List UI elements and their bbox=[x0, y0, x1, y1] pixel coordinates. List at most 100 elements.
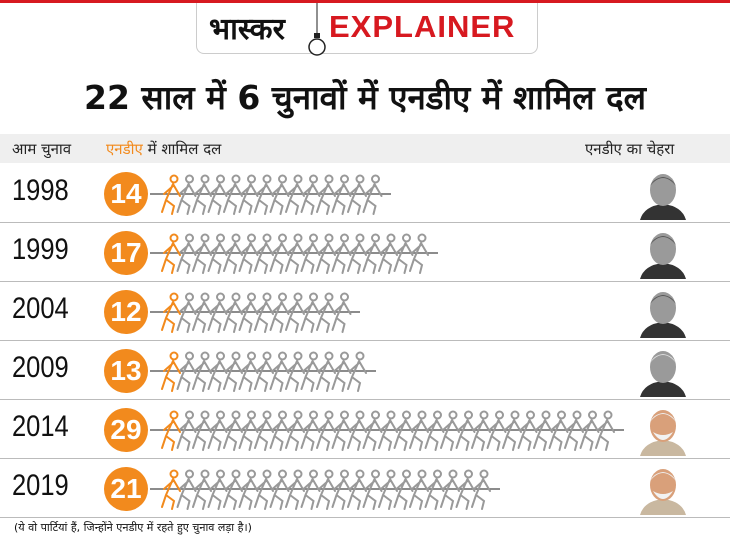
party-figure bbox=[176, 233, 197, 274]
party-figure bbox=[161, 233, 181, 274]
party-figure bbox=[409, 233, 429, 274]
party-figure bbox=[331, 469, 352, 510]
party-figure bbox=[207, 469, 228, 510]
header-nda: एनडीए bbox=[106, 140, 143, 158]
party-figure bbox=[238, 410, 259, 451]
party-figure bbox=[316, 410, 336, 451]
party-figure bbox=[223, 410, 243, 451]
party-figure bbox=[362, 469, 383, 510]
party-figure bbox=[207, 233, 228, 274]
row-2004: 2004 12 bbox=[0, 282, 730, 341]
party-figure bbox=[331, 410, 352, 451]
party-figure bbox=[300, 351, 321, 392]
party-figure bbox=[285, 174, 305, 215]
party-figure bbox=[517, 410, 538, 451]
party-figure bbox=[161, 351, 181, 392]
party-figure bbox=[285, 351, 305, 392]
row-2019: 2019 21 bbox=[0, 459, 730, 518]
party-figure bbox=[254, 233, 274, 274]
party-figure bbox=[192, 469, 212, 510]
party-figure bbox=[471, 469, 491, 510]
party-figure bbox=[207, 292, 228, 333]
party-figure bbox=[347, 410, 367, 451]
party-figure bbox=[300, 410, 321, 451]
pictogram-row bbox=[150, 292, 360, 333]
party-figure bbox=[300, 174, 321, 215]
party-figure bbox=[300, 292, 321, 333]
count-badge: 21 bbox=[104, 467, 148, 511]
party-figure bbox=[192, 410, 212, 451]
party-figure bbox=[223, 351, 243, 392]
pictogram-row bbox=[150, 410, 624, 451]
party-figure bbox=[579, 410, 600, 451]
party-figure bbox=[269, 233, 290, 274]
party-figure bbox=[300, 469, 321, 510]
party-figure bbox=[285, 233, 305, 274]
party-figure bbox=[486, 410, 507, 451]
party-figure bbox=[269, 410, 290, 451]
party-figure bbox=[254, 410, 274, 451]
party-figure bbox=[161, 292, 181, 333]
count-badge: 14 bbox=[104, 172, 148, 216]
row-2009: 2009 13 bbox=[0, 341, 730, 400]
party-figure bbox=[378, 469, 398, 510]
party-figure bbox=[316, 292, 336, 333]
party-figure bbox=[238, 174, 259, 215]
party-figure bbox=[316, 351, 336, 392]
party-figure bbox=[269, 174, 290, 215]
header-face: एनडीए का चेहरा bbox=[585, 140, 675, 158]
party-figure bbox=[316, 469, 336, 510]
year-label: 2004 bbox=[12, 292, 69, 325]
year-label: 2009 bbox=[12, 351, 69, 384]
party-figure bbox=[269, 469, 290, 510]
party-figure bbox=[393, 410, 414, 451]
footnote: (ये वो पार्टियां हैं, जिन्होंने एनडीए मे… bbox=[14, 521, 252, 534]
party-figure bbox=[238, 351, 259, 392]
logo-brand: भास्कर bbox=[209, 12, 285, 47]
party-figure bbox=[192, 233, 212, 274]
party-figure bbox=[440, 410, 460, 451]
party-figure bbox=[254, 292, 274, 333]
party-figure bbox=[424, 469, 445, 510]
year-label: 2014 bbox=[12, 410, 69, 443]
party-figure bbox=[269, 292, 290, 333]
party-figure bbox=[192, 292, 212, 333]
top-bar bbox=[0, 0, 730, 3]
party-figure bbox=[378, 233, 398, 274]
header-election: आम चुनाव bbox=[12, 140, 72, 158]
party-figure bbox=[393, 469, 414, 510]
party-figure bbox=[161, 174, 181, 215]
party-figure bbox=[254, 351, 274, 392]
party-figure bbox=[254, 469, 274, 510]
party-figure bbox=[331, 351, 352, 392]
count-badge: 12 bbox=[104, 290, 148, 334]
row-2014: 2014 29 bbox=[0, 400, 730, 459]
party-figure bbox=[440, 469, 460, 510]
party-figure bbox=[362, 410, 383, 451]
party-figure bbox=[207, 351, 228, 392]
party-figure bbox=[409, 469, 429, 510]
party-figure bbox=[223, 174, 243, 215]
party-figure bbox=[176, 174, 197, 215]
year-label: 2019 bbox=[12, 469, 69, 502]
pictogram-row bbox=[150, 233, 438, 274]
party-figure bbox=[409, 410, 429, 451]
party-figure bbox=[331, 292, 352, 333]
party-figure bbox=[548, 410, 569, 451]
party-figure bbox=[238, 292, 259, 333]
party-figure bbox=[316, 174, 336, 215]
party-figure bbox=[285, 292, 305, 333]
party-figure bbox=[347, 351, 367, 392]
party-figure bbox=[362, 174, 383, 215]
party-figure bbox=[347, 469, 367, 510]
party-figure bbox=[424, 410, 445, 451]
party-figure bbox=[331, 174, 352, 215]
leader-photo-face-1 bbox=[636, 227, 690, 279]
header-parties: में शामिल दल bbox=[142, 140, 222, 158]
party-figure bbox=[269, 351, 290, 392]
party-figure bbox=[300, 233, 321, 274]
count-badge: 29 bbox=[104, 408, 148, 452]
party-figure bbox=[207, 174, 228, 215]
pictogram-row bbox=[150, 174, 391, 215]
leader-photo-face-1 bbox=[636, 168, 690, 220]
